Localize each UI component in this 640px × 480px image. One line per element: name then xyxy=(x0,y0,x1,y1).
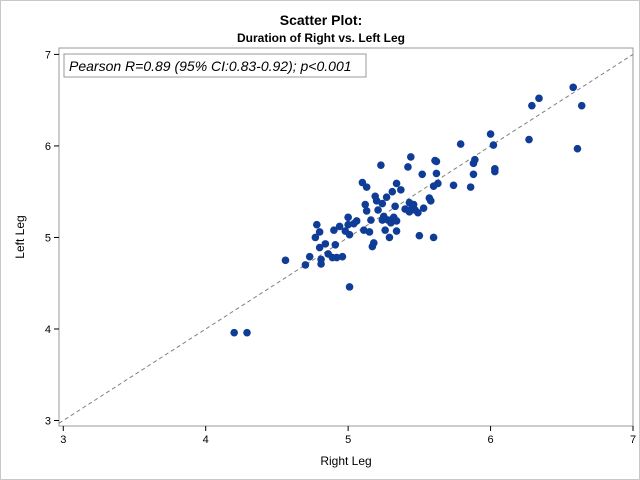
data-point xyxy=(418,170,427,179)
y-tick-label: 7 xyxy=(45,49,51,61)
data-point xyxy=(313,220,321,229)
data-point xyxy=(397,186,405,194)
data-point xyxy=(426,197,435,205)
data-point xyxy=(317,260,325,268)
data-point xyxy=(535,94,543,103)
reference-line-group xyxy=(58,53,634,424)
data-point xyxy=(392,217,401,225)
data-point xyxy=(469,170,478,179)
data-point xyxy=(345,230,354,239)
data-point xyxy=(489,141,498,149)
x-tick-label: 7 xyxy=(630,434,636,446)
data-point xyxy=(305,252,314,261)
data-point xyxy=(471,155,479,164)
data-point xyxy=(378,199,387,208)
data-point xyxy=(372,197,381,205)
data-point xyxy=(415,231,424,240)
data-point xyxy=(429,233,438,242)
y-axis-ticks: 3 4 5 6 7 xyxy=(45,49,59,428)
data-point xyxy=(491,165,499,173)
data-point xyxy=(528,101,536,110)
data-point xyxy=(367,216,375,224)
data-points-group xyxy=(230,83,586,337)
x-tick-label: 3 xyxy=(60,434,66,446)
data-point xyxy=(230,328,238,337)
data-point xyxy=(449,181,458,190)
data-point xyxy=(338,252,347,261)
y-tick-label: 3 xyxy=(45,416,51,428)
data-point xyxy=(362,183,371,191)
data-point xyxy=(374,206,382,214)
data-point xyxy=(344,220,352,229)
data-point xyxy=(311,233,320,242)
data-point xyxy=(577,101,586,110)
data-point xyxy=(281,256,290,265)
x-axis-label: Right Leg xyxy=(320,454,371,468)
chart-subtitle: Duration of Right vs. Left Leg xyxy=(237,31,405,45)
data-point xyxy=(385,233,394,242)
data-point xyxy=(407,153,415,161)
data-point xyxy=(335,222,344,231)
data-point xyxy=(569,83,577,92)
chart-title: Scatter Plot: xyxy=(280,12,362,28)
data-point xyxy=(369,239,378,247)
y-tick-label: 4 xyxy=(45,324,51,336)
data-point xyxy=(381,226,389,234)
data-point xyxy=(361,200,370,209)
data-point xyxy=(301,261,310,269)
data-point xyxy=(377,161,385,169)
data-point xyxy=(331,240,340,249)
data-point xyxy=(466,183,475,191)
data-point xyxy=(525,135,533,144)
data-point xyxy=(382,193,391,201)
y-axis-label: Left Leg xyxy=(13,215,27,258)
x-tick-label: 4 xyxy=(203,434,209,446)
data-point xyxy=(404,163,412,171)
data-point xyxy=(362,207,371,215)
x-tick-label: 6 xyxy=(488,434,494,446)
data-point xyxy=(392,179,401,188)
x-axis-ticks: 3 4 5 6 7 xyxy=(60,426,636,446)
data-point xyxy=(352,217,361,225)
data-point xyxy=(365,228,374,236)
y-tick-label: 6 xyxy=(45,141,51,153)
data-point xyxy=(392,227,401,235)
reference-line xyxy=(58,53,634,424)
data-point xyxy=(573,144,582,153)
y-tick-label: 5 xyxy=(45,232,51,244)
data-point xyxy=(434,179,442,188)
data-point xyxy=(243,328,251,337)
plot-area-frame xyxy=(58,47,634,427)
data-point xyxy=(330,226,338,234)
data-point xyxy=(391,202,399,211)
data-point xyxy=(414,208,422,217)
data-point xyxy=(315,243,324,252)
data-point xyxy=(332,253,341,262)
data-point xyxy=(419,204,428,212)
annotation-box xyxy=(63,53,367,78)
data-point xyxy=(486,130,495,138)
data-point xyxy=(432,157,441,166)
data-point xyxy=(388,187,397,196)
data-point xyxy=(456,140,465,148)
data-point xyxy=(432,169,441,178)
data-point xyxy=(321,240,330,248)
data-point xyxy=(344,213,352,222)
correlation-annotation: Pearson R=0.89 (95% CI:0.83-0.92); p<0.0… xyxy=(69,58,352,74)
data-point xyxy=(345,283,354,291)
x-tick-label: 5 xyxy=(345,434,351,446)
data-point xyxy=(315,228,324,236)
